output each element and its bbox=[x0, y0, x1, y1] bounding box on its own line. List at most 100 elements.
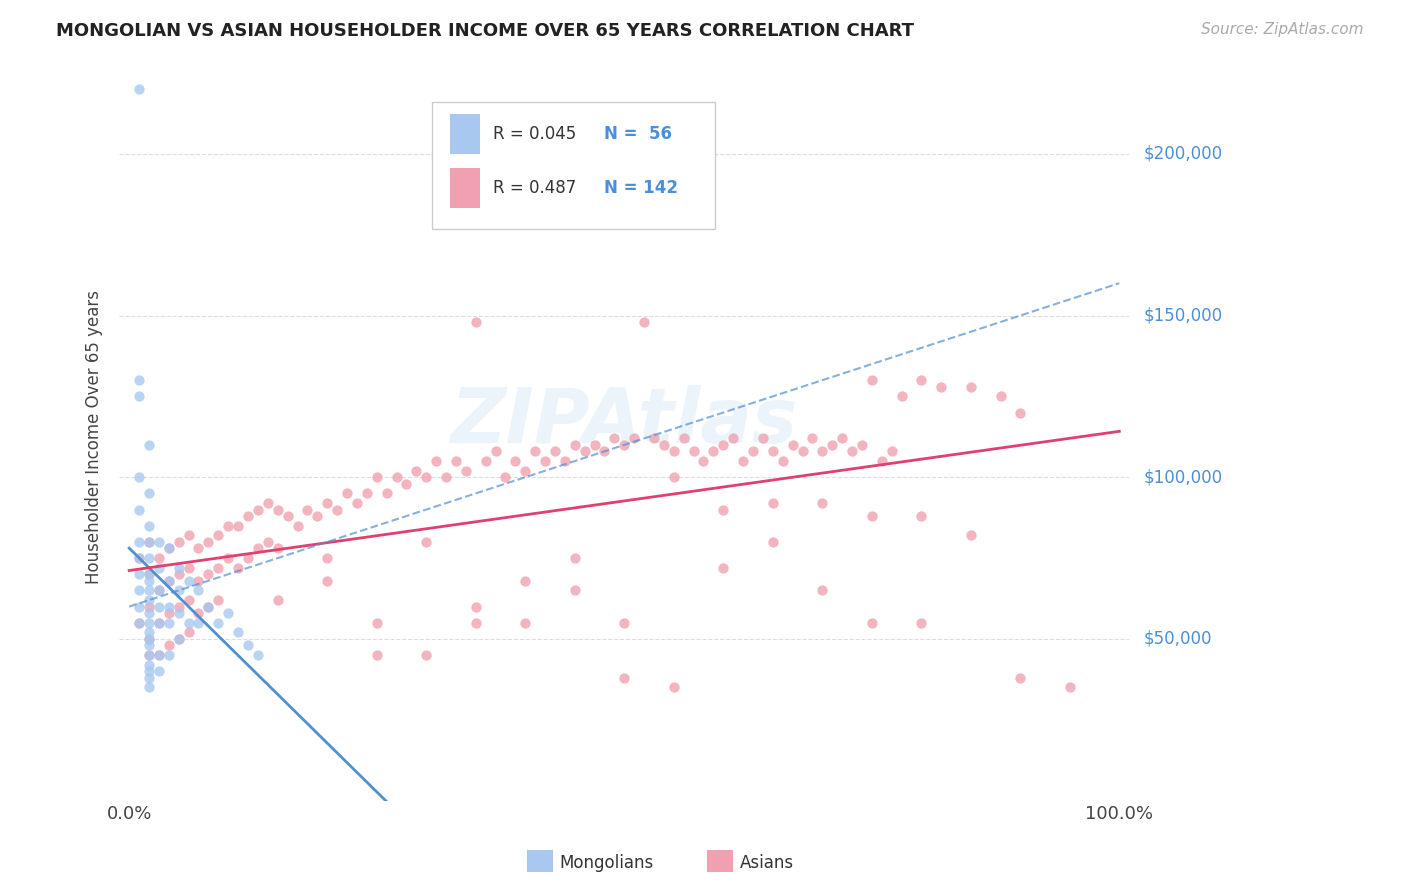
Text: $50,000: $50,000 bbox=[1143, 630, 1212, 648]
Text: Source: ZipAtlas.com: Source: ZipAtlas.com bbox=[1201, 22, 1364, 37]
Point bbox=[138, 518, 160, 533]
Point bbox=[464, 615, 486, 630]
Point bbox=[128, 567, 150, 582]
Point bbox=[267, 502, 290, 516]
Point bbox=[297, 502, 319, 516]
Point bbox=[702, 444, 724, 458]
Point bbox=[613, 671, 636, 685]
Text: ZIPAtlas: ZIPAtlas bbox=[450, 385, 799, 459]
Point bbox=[316, 574, 339, 588]
Point bbox=[128, 599, 150, 614]
Point bbox=[375, 486, 398, 500]
Point bbox=[841, 444, 863, 458]
Point bbox=[217, 551, 239, 566]
Point bbox=[128, 551, 150, 566]
Point bbox=[148, 535, 170, 549]
Point bbox=[860, 509, 883, 524]
Point bbox=[157, 615, 180, 630]
Text: N = 142: N = 142 bbox=[605, 178, 678, 197]
Point bbox=[583, 438, 606, 452]
Point bbox=[138, 657, 160, 672]
Point bbox=[662, 470, 685, 484]
Point bbox=[167, 632, 190, 646]
Point bbox=[287, 518, 309, 533]
Point bbox=[207, 528, 229, 542]
Point bbox=[721, 431, 744, 445]
Point bbox=[177, 574, 200, 588]
Point bbox=[187, 615, 209, 630]
Point bbox=[711, 502, 734, 516]
Point bbox=[356, 486, 378, 500]
Point bbox=[128, 551, 150, 566]
Point bbox=[564, 438, 586, 452]
Point bbox=[167, 632, 190, 646]
Point bbox=[217, 518, 239, 533]
Point bbox=[226, 625, 249, 640]
Point bbox=[148, 599, 170, 614]
Point bbox=[672, 431, 695, 445]
Text: MONGOLIAN VS ASIAN HOUSEHOLDER INCOME OVER 65 YEARS CORRELATION CHART: MONGOLIAN VS ASIAN HOUSEHOLDER INCOME OV… bbox=[56, 22, 914, 40]
Text: R = 0.487: R = 0.487 bbox=[494, 178, 576, 197]
Point bbox=[733, 454, 755, 468]
Point bbox=[138, 574, 160, 588]
Point bbox=[148, 583, 170, 598]
Point bbox=[157, 541, 180, 556]
Point bbox=[138, 615, 160, 630]
Point bbox=[880, 444, 903, 458]
Point bbox=[474, 454, 496, 468]
Point bbox=[811, 583, 834, 598]
Point bbox=[652, 438, 675, 452]
Point bbox=[267, 593, 290, 607]
Point bbox=[752, 431, 775, 445]
Point bbox=[138, 486, 160, 500]
Point bbox=[157, 606, 180, 620]
Point bbox=[811, 496, 834, 510]
Point bbox=[959, 528, 981, 542]
Point bbox=[662, 444, 685, 458]
Point bbox=[256, 496, 278, 510]
Point bbox=[167, 561, 190, 575]
Point bbox=[267, 541, 290, 556]
Point bbox=[128, 389, 150, 403]
Point bbox=[415, 535, 437, 549]
Point bbox=[226, 518, 249, 533]
Point bbox=[444, 454, 467, 468]
Point bbox=[762, 496, 785, 510]
Point bbox=[544, 444, 567, 458]
Point bbox=[157, 541, 180, 556]
Point bbox=[277, 509, 299, 524]
Point bbox=[593, 444, 616, 458]
Point bbox=[515, 615, 537, 630]
Point bbox=[246, 541, 269, 556]
FancyBboxPatch shape bbox=[450, 168, 479, 208]
Point bbox=[643, 431, 665, 445]
Point bbox=[226, 561, 249, 575]
Point bbox=[246, 502, 269, 516]
Point bbox=[128, 373, 150, 387]
Point bbox=[138, 535, 160, 549]
Point bbox=[1010, 405, 1032, 419]
Point bbox=[395, 476, 418, 491]
Point bbox=[910, 509, 932, 524]
Point bbox=[574, 444, 596, 458]
Point bbox=[1010, 671, 1032, 685]
Point bbox=[138, 599, 160, 614]
Point bbox=[187, 583, 209, 598]
Point bbox=[138, 625, 160, 640]
Point bbox=[148, 648, 170, 662]
Point bbox=[148, 583, 170, 598]
Point bbox=[464, 315, 486, 329]
Point bbox=[138, 639, 160, 653]
Point bbox=[157, 639, 180, 653]
Point bbox=[811, 444, 834, 458]
Text: R = 0.045: R = 0.045 bbox=[494, 125, 576, 143]
Point bbox=[564, 551, 586, 566]
Point bbox=[128, 583, 150, 598]
Point bbox=[148, 648, 170, 662]
Point bbox=[415, 648, 437, 662]
Point bbox=[782, 438, 804, 452]
Point bbox=[554, 454, 576, 468]
Text: $150,000: $150,000 bbox=[1143, 307, 1222, 325]
Point bbox=[801, 431, 824, 445]
Point bbox=[307, 509, 329, 524]
